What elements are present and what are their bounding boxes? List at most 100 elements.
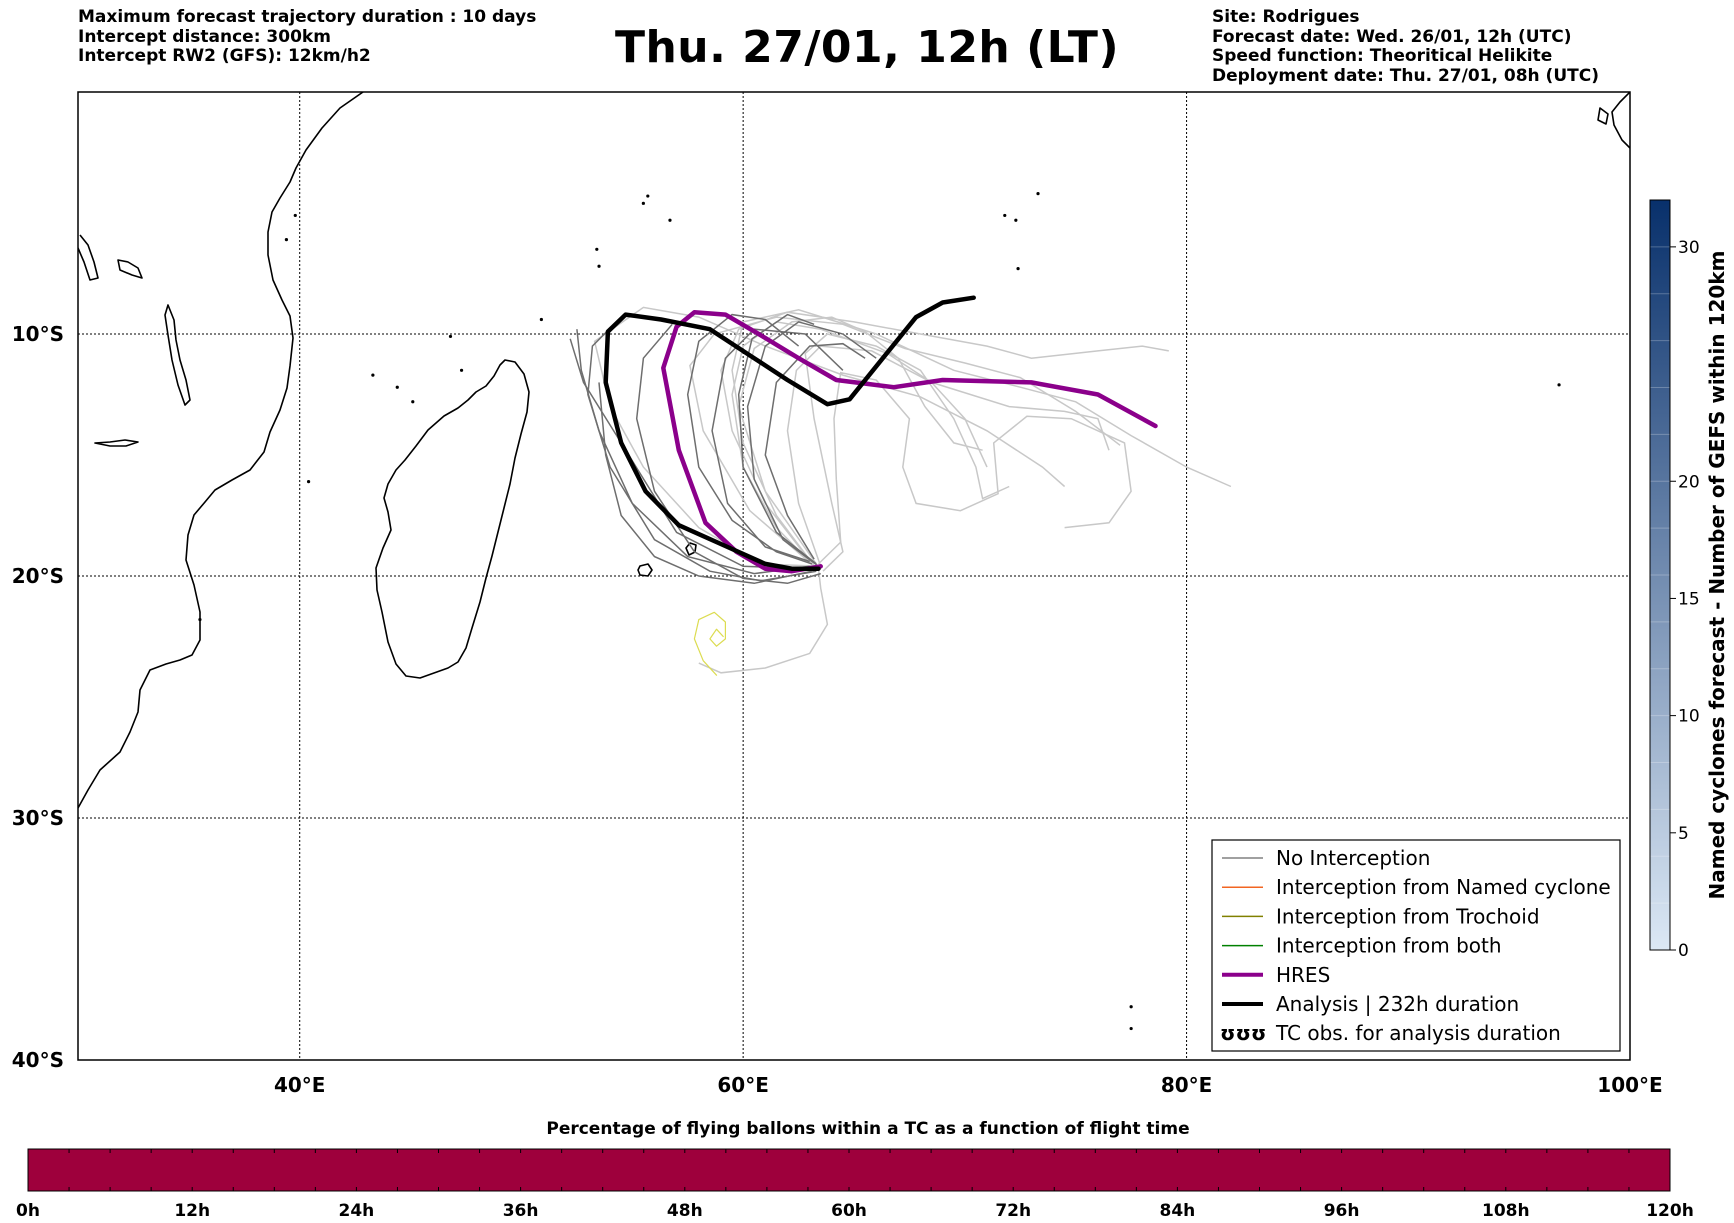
legend-label-interception-from-both: Interception from both	[1276, 934, 1502, 958]
cyclone-colorbar-frame	[1649, 199, 1671, 951]
island-dot	[1036, 192, 1040, 196]
x-tick-label: 60°E	[717, 1073, 769, 1097]
island-dot	[306, 480, 311, 484]
lake-coastline-2	[78, 234, 99, 281]
island-dot	[1014, 218, 1018, 222]
island-dot	[1129, 1026, 1133, 1031]
flight-time-tick-label: 72h	[995, 1201, 1031, 1221]
param-intercept-rw2: Intercept RW2 (GFS): 12km/h2	[78, 46, 371, 66]
legend-box	[1211, 839, 1621, 1052]
flight-time-colorbar: Percentage of flying ballons within a TC…	[16, 1119, 1694, 1221]
island-dot	[668, 218, 672, 222]
gridlines	[78, 92, 1630, 1060]
flight-time-tick-label: 108h	[1482, 1201, 1530, 1221]
y-tick-label: 20°S	[12, 564, 64, 588]
flight-time-tick-label: 60h	[831, 1201, 867, 1221]
gefs-track-no-interception	[569, 338, 815, 570]
gefs-track-light	[817, 371, 1132, 565]
legend-label-no-interception: No Interception	[1276, 846, 1430, 870]
gefs-track-light	[720, 311, 1169, 567]
forecast-parameters: Maximum forecast trajectory duration : 1…	[78, 7, 537, 67]
y-tick-label: 40°S	[12, 1048, 64, 1072]
legend-label-analysis-232h-duration: Analysis | 232h duration	[1276, 992, 1519, 1016]
flight-time-tick-label: 36h	[503, 1201, 539, 1221]
island-dot	[539, 317, 543, 322]
tc-observation-track	[693, 611, 726, 676]
flight-time-tick-label: 120h	[1646, 1201, 1694, 1221]
param-intercept-distance: Intercept distance: 300km	[78, 26, 331, 47]
legend-swatch-tc-obs-icon: ʊʊʊ	[1220, 1021, 1266, 1045]
x-tick-label: 40°E	[274, 1073, 326, 1097]
island-dot	[371, 373, 375, 377]
island-dot	[395, 385, 399, 389]
site-info: Site: Rodrigues Forecast date: Wed. 26/0…	[1212, 7, 1599, 86]
colorbar-tick-label: 5	[1678, 824, 1689, 844]
arabia-coastline-fragment	[1611, 92, 1630, 149]
speed-function: Speed function: Theoritical Helikite	[1212, 46, 1553, 66]
x-axis-ticks: 40°E 60°E 80°E 100°E	[274, 1073, 1663, 1097]
gefs-track-no-interception	[711, 328, 844, 563]
gefs-track-no-interception	[764, 342, 866, 560]
island-dot	[411, 400, 415, 404]
colorbar-tick-label: 15	[1678, 589, 1700, 609]
gefs-track-light	[698, 568, 829, 674]
island-dot	[597, 264, 601, 268]
cyclone-colorbar-label: Named cyclones forecast - Number of GEFS…	[1705, 251, 1729, 900]
legend: No Interception Interception from Named c…	[1211, 839, 1621, 1052]
gefs-track-light	[737, 316, 983, 565]
flight-time-tick-label: 84h	[1160, 1201, 1196, 1221]
legend-label-interception-from-named-cyclone: Interception from Named cyclone	[1276, 875, 1611, 899]
x-tick-label: 80°E	[1161, 1073, 1213, 1097]
island-dot	[641, 201, 645, 205]
colorbar-tick-label: 20	[1678, 472, 1700, 492]
colorbar-tick-label: 10	[1678, 707, 1700, 727]
island-dot	[1016, 267, 1020, 271]
island-dot	[198, 617, 202, 622]
gefs-track-light	[689, 316, 1121, 567]
flight-time-tick-label: 0h	[16, 1201, 40, 1221]
island-dot	[459, 368, 464, 372]
island-dot	[448, 334, 453, 339]
legend-label-interception-from-trochoid: Interception from Trochoid	[1276, 904, 1540, 928]
deployment-date: Deployment date: Thu. 27/01, 08h (UTC)	[1212, 65, 1599, 86]
y-tick-label: 10°S	[12, 322, 64, 346]
lake-coastline-3	[117, 259, 143, 279]
island-dot	[1003, 213, 1007, 218]
mauritius-coastline	[685, 542, 697, 556]
flight-time-colorbar-fill	[27, 1148, 1671, 1192]
island-dot	[1557, 383, 1561, 387]
gefs-track-light	[593, 306, 1066, 568]
y-tick-label: 30°S	[12, 806, 64, 830]
forecast-date: Forecast date: Wed. 26/01, 12h (UTC)	[1212, 26, 1572, 47]
analysis-232h-duration-track	[603, 295, 976, 571]
island-dot	[1129, 1005, 1133, 1009]
site-name: Site: Rodrigues	[1212, 7, 1360, 27]
lake-coastline-1	[164, 304, 191, 406]
flight-time-tick-label: 96h	[1324, 1201, 1360, 1221]
x-tick-label: 100°E	[1597, 1073, 1662, 1097]
cyclone-colorbar-fill	[1650, 200, 1670, 950]
gefs-track-no-interception	[746, 321, 877, 567]
legend-label-tc-obs-for-analysis-duration: TC obs. for analysis duration	[1275, 1021, 1561, 1045]
lake-coastline-4	[94, 439, 139, 447]
gefs-track-no-interception	[686, 313, 813, 565]
map-title: Thu. 27/01, 12h (LT)	[614, 22, 1120, 73]
cyclone-colorbar: 0 5 10 15 20 30 Named cyclones forecast - Num…	[1649, 199, 1729, 961]
flight-time-colorbar-title: Percentage of flying ballons within a TC…	[546, 1119, 1189, 1139]
main-trajectories	[603, 295, 1158, 676]
gefs-track-light	[786, 345, 1110, 567]
flight-time-tick-label: 12h	[174, 1201, 210, 1221]
plot-frame	[77, 91, 1631, 1061]
legend-label-hres: HRES	[1276, 963, 1330, 987]
y-axis-ticks: 10°S 20°S 30°S 40°S	[12, 322, 64, 1072]
island-dot	[595, 247, 599, 251]
island-dot	[293, 213, 297, 218]
flight-time-tick-label: 48h	[667, 1201, 703, 1221]
gefs-track-no-interception	[737, 313, 817, 565]
africa-coastline	[78, 92, 364, 809]
colorbar-tick-label: 30	[1678, 238, 1700, 258]
param-trajectory-duration: Maximum forecast trajectory duration : 1…	[78, 7, 537, 27]
coastlines	[78, 92, 1630, 809]
coast-fragment-east	[1597, 107, 1609, 125]
